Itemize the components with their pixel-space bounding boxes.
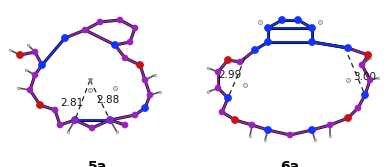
Circle shape bbox=[82, 27, 88, 33]
Circle shape bbox=[36, 102, 44, 109]
Circle shape bbox=[327, 122, 333, 128]
Circle shape bbox=[265, 39, 272, 45]
Circle shape bbox=[122, 122, 128, 128]
Circle shape bbox=[27, 87, 33, 93]
Circle shape bbox=[117, 17, 123, 23]
Circle shape bbox=[62, 35, 69, 42]
Circle shape bbox=[71, 117, 78, 124]
Circle shape bbox=[309, 25, 316, 32]
Circle shape bbox=[237, 59, 243, 65]
Circle shape bbox=[278, 17, 285, 24]
Circle shape bbox=[111, 42, 118, 48]
Circle shape bbox=[309, 39, 316, 45]
Circle shape bbox=[219, 109, 225, 115]
Circle shape bbox=[359, 62, 365, 68]
Circle shape bbox=[309, 126, 316, 133]
Circle shape bbox=[107, 117, 113, 123]
Circle shape bbox=[265, 25, 272, 32]
Circle shape bbox=[72, 117, 78, 123]
Circle shape bbox=[32, 72, 38, 78]
Circle shape bbox=[249, 122, 255, 128]
Circle shape bbox=[97, 19, 103, 25]
Circle shape bbox=[345, 115, 352, 122]
Circle shape bbox=[265, 126, 272, 133]
Circle shape bbox=[355, 105, 361, 111]
Circle shape bbox=[57, 122, 63, 128]
Circle shape bbox=[142, 77, 148, 83]
Circle shape bbox=[147, 92, 153, 98]
Circle shape bbox=[107, 117, 114, 124]
Circle shape bbox=[232, 117, 238, 124]
Circle shape bbox=[122, 55, 128, 61]
Circle shape bbox=[142, 105, 149, 112]
Circle shape bbox=[127, 39, 133, 45]
Circle shape bbox=[16, 51, 24, 58]
Circle shape bbox=[52, 107, 58, 113]
Circle shape bbox=[38, 61, 45, 68]
Circle shape bbox=[215, 85, 221, 91]
Text: 2.81: 2.81 bbox=[60, 98, 83, 108]
Circle shape bbox=[252, 46, 258, 53]
Text: 2.99: 2.99 bbox=[218, 70, 241, 80]
Circle shape bbox=[32, 49, 38, 55]
Text: 3.00: 3.00 bbox=[354, 72, 376, 82]
Circle shape bbox=[365, 51, 372, 58]
Circle shape bbox=[345, 44, 352, 51]
Circle shape bbox=[287, 132, 293, 138]
Circle shape bbox=[132, 25, 138, 31]
Text: 5a: 5a bbox=[88, 160, 108, 167]
Circle shape bbox=[361, 92, 368, 99]
Text: 6a: 6a bbox=[281, 160, 299, 167]
Circle shape bbox=[225, 56, 232, 63]
Circle shape bbox=[294, 17, 301, 24]
Circle shape bbox=[367, 77, 373, 83]
Circle shape bbox=[136, 61, 143, 68]
Circle shape bbox=[89, 125, 95, 131]
Circle shape bbox=[225, 95, 232, 102]
Circle shape bbox=[215, 69, 221, 75]
Circle shape bbox=[132, 112, 138, 118]
Text: 2.88: 2.88 bbox=[96, 95, 120, 105]
